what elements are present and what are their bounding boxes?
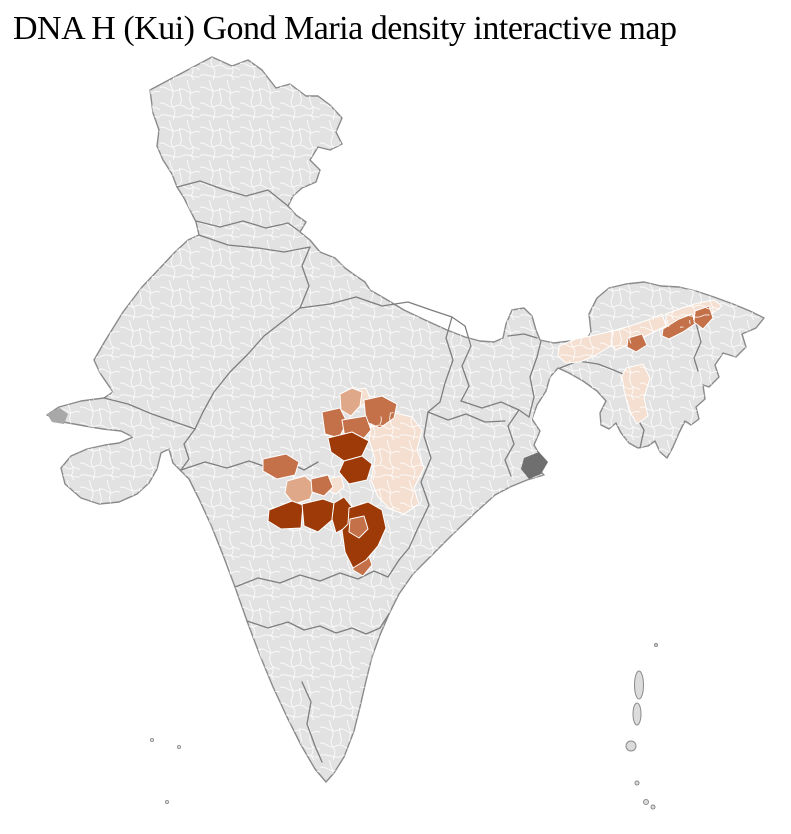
- page-title: DNA H (Kui) Gond Maria density interacti…: [13, 10, 677, 47]
- district-region-c09[interactable]: [284, 475, 316, 505]
- island[interactable]: [643, 799, 649, 805]
- kutch-marsh: [47, 408, 68, 424]
- island[interactable]: [654, 643, 658, 647]
- andaman-nicobar-islands[interactable]: [625, 643, 658, 810]
- island[interactable]: [650, 804, 656, 810]
- district-region-c07[interactable]: [338, 455, 373, 485]
- island[interactable]: [634, 670, 644, 700]
- island[interactable]: [176, 745, 181, 750]
- sundarbans-delta: [521, 452, 548, 479]
- district-region-c08[interactable]: [262, 453, 300, 480]
- district-region-c12[interactable]: [267, 500, 304, 530]
- island[interactable]: [632, 702, 642, 726]
- island[interactable]: [149, 738, 154, 743]
- island[interactable]: [164, 800, 169, 805]
- district-region-c04[interactable]: [321, 407, 348, 439]
- district-region-c16[interactable]: [348, 515, 369, 539]
- lakshadweep-islands[interactable]: [149, 738, 181, 805]
- island[interactable]: [634, 780, 640, 786]
- island[interactable]: [625, 740, 637, 752]
- district-region-c10[interactable]: [310, 474, 334, 497]
